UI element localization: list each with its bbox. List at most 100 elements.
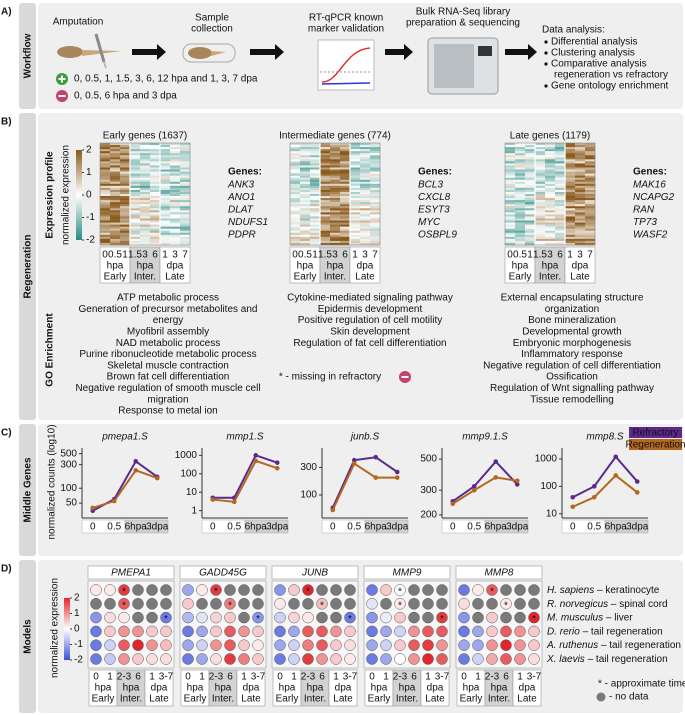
heatmap-cell: [350, 145, 361, 148]
heatmap-cell: [370, 240, 381, 244]
genes-label: Genes:: [418, 167, 452, 178]
expression-dot: [436, 625, 448, 638]
heatmap-cell: [545, 191, 556, 195]
heatmap-cell: [585, 185, 596, 189]
heatmap-cell: [160, 187, 171, 191]
heatmap-cell: [310, 232, 321, 236]
heatmap-cell: [350, 204, 361, 207]
heatmap-cell: [110, 159, 121, 162]
heatmap-cell: [535, 175, 546, 178]
expression-dot: [90, 653, 102, 665]
heatmap-cell: [525, 208, 536, 211]
heatmap-cell: [360, 232, 371, 236]
heatmap-cell: [515, 230, 526, 234]
go-term: Negative regulation of cell differentiat…: [483, 360, 661, 371]
heatmap-cell: [545, 242, 556, 246]
heatmap-cell: [170, 179, 181, 183]
heatmap-cell: [360, 240, 371, 244]
heatmap-cell: [170, 236, 181, 240]
heatmap-cell: [330, 210, 341, 213]
time-unit-label: hpa: [95, 683, 112, 694]
heatmap-cell: [300, 153, 311, 156]
time-tick-label: 1.5: [318, 250, 332, 261]
heatmap-cell: [320, 183, 331, 187]
heatmap-cell: [340, 187, 351, 191]
heatmap-cell: [120, 189, 131, 193]
heatmap-cell: [340, 159, 351, 162]
heatmap-cell: [360, 194, 371, 197]
heatmap-cell: [515, 151, 526, 154]
chart-title: mmp1.S: [226, 432, 264, 443]
time-group-label: Late: [517, 694, 537, 705]
heatmap-cell: [180, 218, 191, 221]
time-group-label: Late: [333, 694, 353, 705]
heatmap-cell: [360, 210, 371, 213]
gene-title-box: [87, 565, 175, 580]
heatmap-cell: [360, 189, 371, 193]
genes-label: Genes:: [228, 167, 262, 178]
series-point: [133, 468, 139, 473]
species-tissue: – tail regeneration: [583, 626, 663, 637]
time-tick-label: 2-3: [301, 672, 316, 683]
heatmap-cell: [565, 232, 576, 236]
species-name: M. musculus: [547, 612, 603, 623]
heatmap-cell: [565, 216, 576, 219]
heatmap-cell: [110, 147, 121, 150]
heatmap-cell: [350, 167, 361, 170]
heatmap-cell: [310, 171, 321, 174]
heatmap-cell: [150, 183, 161, 187]
heatmap-cell: [360, 198, 371, 201]
expression-dot: [330, 653, 342, 665]
expression-dot: [182, 639, 194, 651]
heatmap-cell: [340, 165, 351, 168]
heatmap-cell: [100, 163, 111, 166]
heatmap-cell: [310, 179, 321, 183]
heatmap-cell: [300, 155, 311, 158]
heatmap-cell: [170, 216, 181, 219]
heatmap-cell: [555, 242, 566, 246]
expression-dot: [132, 611, 144, 624]
time-tick-label: 0: [93, 672, 99, 683]
heatmap-cell: [300, 177, 311, 181]
heatmap-cell: [525, 200, 536, 203]
heatmap-cell: [100, 208, 111, 211]
heatmap-cell: [180, 169, 191, 172]
heatmap-cell: [565, 212, 576, 215]
heatmap-cell: [330, 145, 341, 148]
heatmap-cell: [340, 204, 351, 207]
heatmap-cell: [565, 145, 576, 148]
heatmap-cell: [515, 240, 526, 244]
heatmap-cell: [180, 194, 191, 197]
species-label: D. rerio – tail regeneration: [547, 626, 663, 637]
heatmap-cell: [110, 210, 121, 213]
gene-title-box: [363, 565, 451, 580]
expression-dot: [514, 584, 526, 596]
heatmap-cell: [160, 210, 171, 213]
expression-dot: [90, 584, 102, 596]
time-tick-label: 6: [342, 250, 348, 261]
heatmap-cell: [110, 224, 121, 227]
heatmap-cell: [525, 194, 536, 197]
heatmap-cell: [340, 236, 351, 240]
expression-dot: [366, 625, 378, 638]
heatmap-cell: [575, 208, 586, 211]
heatmap-cell: [340, 143, 351, 146]
panel-letter: A): [1, 7, 12, 18]
heatmap-cell: [110, 175, 121, 178]
heatmap-cell: [120, 155, 131, 158]
arrow: [250, 44, 284, 60]
heatmap-cell: [310, 236, 321, 240]
expression-dot: [146, 598, 158, 610]
series-point: [493, 459, 499, 464]
heatmap-cell: [565, 228, 576, 232]
panel-letter: C): [1, 428, 12, 439]
series-point: [493, 475, 499, 480]
heatmap-cell: [300, 189, 311, 193]
heatmap-cell: [565, 204, 576, 207]
heatmap-cell: [565, 185, 576, 189]
heatmap-cell: [120, 153, 131, 156]
heatmap-cell: [565, 214, 576, 217]
chart-title: pmepa1.S: [101, 432, 148, 443]
heatmap-cell: [290, 230, 301, 234]
time-group-box: [512, 669, 542, 707]
